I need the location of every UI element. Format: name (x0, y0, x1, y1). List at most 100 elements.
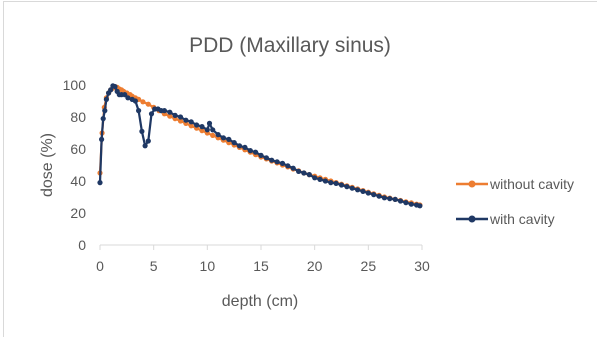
data-point (132, 98, 138, 104)
data-point (99, 136, 105, 142)
data-point (177, 114, 184, 120)
data-point (355, 187, 361, 193)
y-axis-label: dose (%) (39, 133, 56, 197)
data-point (112, 84, 118, 90)
data-point (206, 120, 213, 126)
data-point (204, 127, 210, 133)
data-point (167, 109, 173, 115)
series-layer (97, 83, 423, 209)
legend-item: without cavity (456, 176, 574, 192)
data-point (322, 178, 328, 184)
data-point (139, 128, 145, 134)
data-point (387, 196, 393, 202)
data-point (188, 123, 194, 129)
x-tick-label: 25 (361, 258, 377, 274)
tick-labels: 0 20 40 60 80 100 0 5 10 15 20 25 30 (63, 77, 430, 274)
legend: without cavity with cavity (456, 176, 574, 227)
data-point (210, 127, 216, 133)
axes (99, 244, 423, 250)
data-point (344, 184, 350, 190)
data-point (285, 163, 291, 169)
data-point (161, 108, 167, 114)
x-tick-label: 10 (200, 258, 216, 274)
data-point (183, 117, 189, 123)
data-point (100, 116, 106, 122)
legend-item: with cavity (456, 211, 555, 227)
data-point (97, 180, 103, 186)
data-point (253, 149, 259, 155)
legend-marker (468, 180, 476, 188)
legend-label: without cavity (489, 176, 574, 192)
data-point (301, 170, 307, 176)
data-point (103, 96, 109, 102)
data-point (210, 132, 216, 138)
data-point (381, 195, 387, 201)
data-point (376, 193, 382, 199)
data-point (136, 108, 142, 114)
data-point (108, 87, 114, 93)
data-point (258, 152, 264, 158)
data-point (338, 182, 345, 188)
y-tick-label: 40 (70, 173, 86, 189)
data-point (317, 176, 323, 182)
y-tick-label: 0 (78, 237, 86, 253)
data-point (142, 143, 148, 149)
data-point (188, 119, 194, 125)
data-point (306, 172, 312, 178)
data-point (296, 168, 302, 174)
data-point (263, 155, 269, 161)
data-point (167, 113, 173, 119)
data-point (312, 175, 318, 181)
data-point (140, 99, 146, 105)
y-tick-label: 80 (70, 109, 86, 125)
data-point (215, 132, 221, 138)
legend-marker (468, 215, 476, 223)
data-point (333, 180, 339, 186)
data-point (231, 140, 237, 146)
x-tick-label: 15 (253, 258, 269, 274)
chart-title: PDD (Maxillary sinus) (189, 34, 391, 57)
data-point (199, 124, 205, 130)
data-point (236, 143, 243, 149)
data-point (290, 165, 296, 171)
x-tick-label: 5 (150, 258, 158, 274)
data-point (148, 111, 155, 117)
data-point (328, 180, 334, 186)
data-point (349, 185, 355, 191)
data-point (177, 118, 184, 124)
data-point (242, 144, 248, 150)
series-with-cavity (97, 83, 423, 209)
chart-frame (3, 1, 597, 337)
data-point (122, 92, 128, 98)
data-point (279, 160, 286, 166)
x-tick-label: 30 (414, 258, 430, 274)
data-point (172, 112, 178, 118)
data-point (371, 192, 377, 198)
data-point (226, 136, 232, 142)
data-point (247, 148, 253, 154)
data-point (365, 190, 371, 196)
data-point (397, 198, 404, 204)
x-tick-label: 0 (96, 258, 104, 274)
data-point (403, 200, 409, 206)
data-point (199, 128, 205, 134)
data-point (145, 101, 151, 107)
legend-label: with cavity (489, 211, 555, 227)
data-point (417, 203, 423, 209)
data-point (269, 157, 275, 163)
data-point (274, 159, 280, 165)
y-tick-label: 100 (63, 77, 87, 93)
data-point (145, 138, 151, 144)
x-tick-label: 20 (307, 258, 323, 274)
x-axis-label: depth (cm) (222, 293, 298, 310)
data-point (194, 122, 200, 128)
data-point (125, 95, 131, 101)
y-tick-label: 20 (70, 205, 86, 221)
data-point (220, 135, 226, 141)
data-point (392, 196, 398, 202)
data-point (408, 201, 414, 207)
data-point (102, 108, 108, 114)
y-tick-label: 60 (70, 141, 86, 157)
data-point (360, 188, 366, 194)
